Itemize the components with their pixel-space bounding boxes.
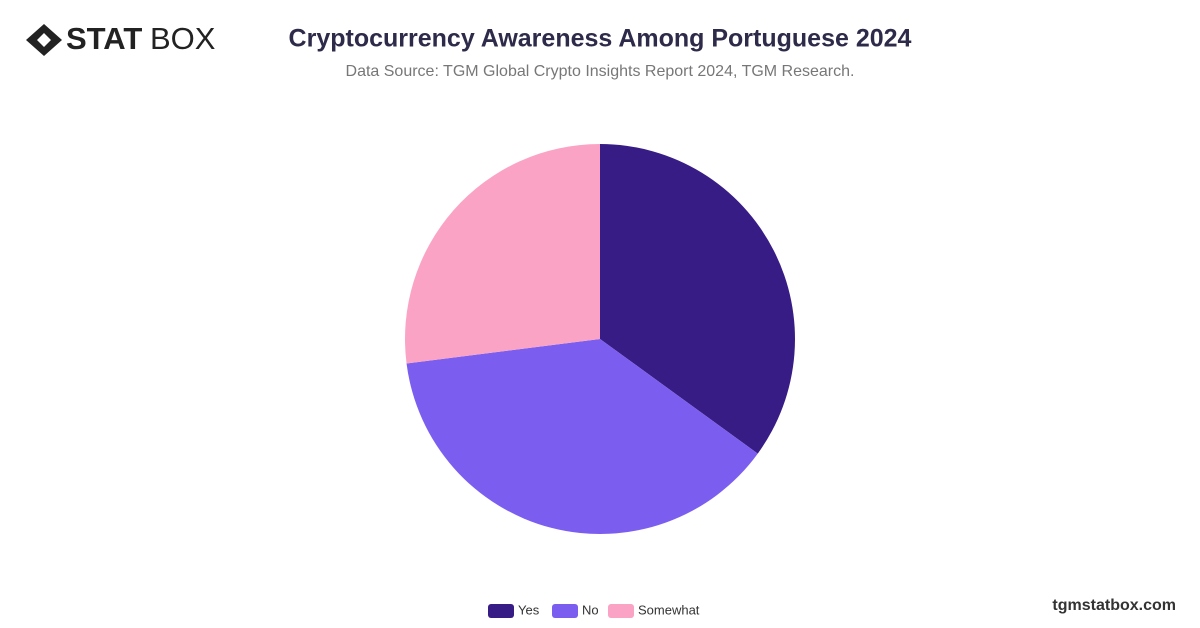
legend-swatch: [552, 604, 578, 618]
legend-swatch: [608, 604, 634, 618]
pie-slice: [405, 144, 600, 364]
legend-label: Somewhat: [638, 602, 700, 617]
pie-slice: [406, 339, 758, 534]
footer: tgmstatbox.com: [1052, 597, 1176, 614]
logo-bold: STAT: [66, 21, 142, 56]
logo-light: BOX: [150, 21, 216, 56]
legend-label: No: [582, 602, 599, 617]
legend-label: Yes: [518, 602, 540, 617]
chart-title: Cryptocurrency Awareness Among Portugues…: [289, 25, 912, 53]
pie-slice: [600, 144, 795, 454]
logo-icon: [26, 24, 62, 56]
legend-swatch: [488, 604, 514, 618]
chart-subtitle: Data Source: TGM Global Crypto Insights …: [346, 63, 855, 80]
logo: STAT BOX: [26, 21, 216, 56]
